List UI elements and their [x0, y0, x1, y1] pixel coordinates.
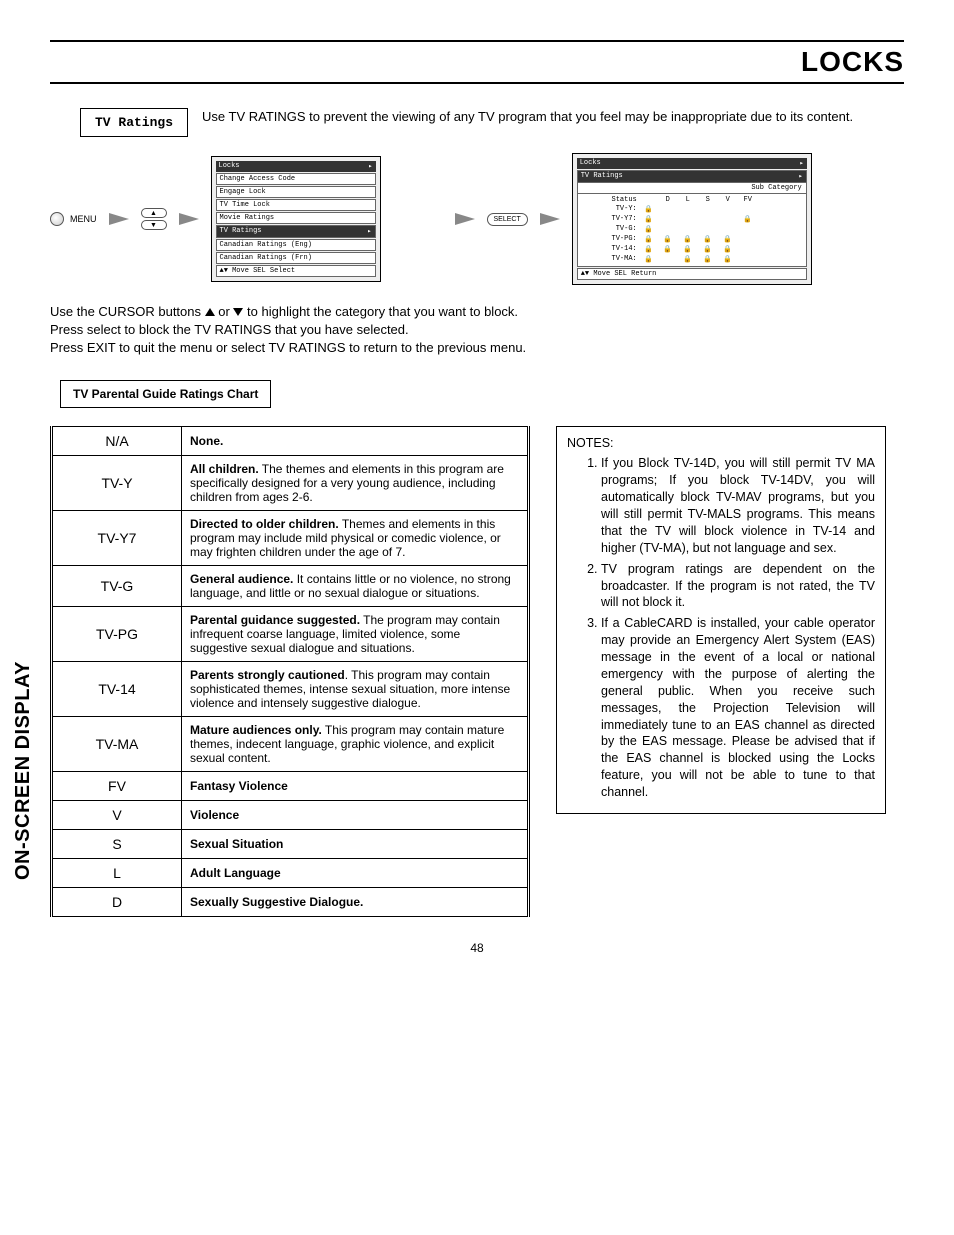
osd-locks-menu: Locks▸ Change Access CodeEngage LockTV T…	[211, 156, 381, 282]
notes-header: NOTES:	[567, 435, 875, 452]
list-item: If you Block TV-14D, you will still perm…	[601, 455, 875, 556]
page-title: LOCKS	[50, 42, 904, 84]
list-item: If a CableCARD is installed, your cable …	[601, 615, 875, 801]
instructions: Use the CURSOR buttons or to highlight t…	[50, 303, 904, 358]
table-row: TV-GGeneral audience. It contains little…	[52, 565, 529, 606]
table-row: TV-Y7Directed to older children. Themes …	[52, 510, 529, 565]
select-button-icon: SELECT	[487, 213, 528, 226]
menu-knob-icon	[50, 212, 64, 226]
table-row: TV-14Parents strongly cautioned. This pr…	[52, 661, 529, 716]
table-row: TV-PGParental guidance suggested. The pr…	[52, 606, 529, 661]
table-row: FVFantasy Violence	[52, 771, 529, 800]
intro-text: Use TV RATINGS to prevent the viewing of…	[202, 108, 853, 126]
table-row: SSexual Situation	[52, 829, 529, 858]
table-row: VViolence	[52, 800, 529, 829]
table-row: TV-MAMature audiences only. This program…	[52, 716, 529, 771]
side-label: ON-SCREEN DISPLAY	[12, 661, 35, 880]
chart-label: TV Parental Guide Ratings Chart	[60, 380, 271, 408]
list-item: TV program ratings are dependent on the …	[601, 561, 875, 612]
menu-flow: MENU ▲▼ Locks▸ Change Access CodeEngage …	[50, 153, 904, 285]
arrow-icon	[540, 213, 560, 225]
page-number: 48	[50, 941, 904, 955]
notes-box: NOTES: If you Block TV-14D, you will sti…	[556, 426, 886, 814]
ratings-table: N/ANone.TV-YAll children. The themes and…	[50, 426, 530, 917]
arrow-icon	[455, 213, 475, 225]
menu-label: MENU	[70, 214, 97, 224]
osd-tv-ratings-grid: Locks▸ TV Ratings▸ Sub Category StatusDL…	[572, 153, 812, 285]
table-row: TV-YAll children. The themes and element…	[52, 455, 529, 510]
arrow-icon	[109, 213, 129, 225]
table-row: DSexually Suggestive Dialogue.	[52, 887, 529, 916]
rocker-icon: ▲▼	[141, 208, 167, 230]
table-row: N/ANone.	[52, 426, 529, 455]
arrow-icon	[179, 213, 199, 225]
table-row: LAdult Language	[52, 858, 529, 887]
tv-ratings-label-box: TV Ratings	[80, 108, 188, 137]
